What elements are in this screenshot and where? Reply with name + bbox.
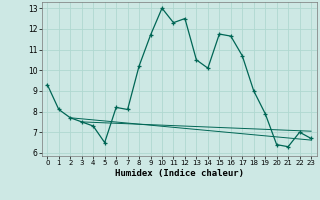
X-axis label: Humidex (Indice chaleur): Humidex (Indice chaleur): [115, 169, 244, 178]
